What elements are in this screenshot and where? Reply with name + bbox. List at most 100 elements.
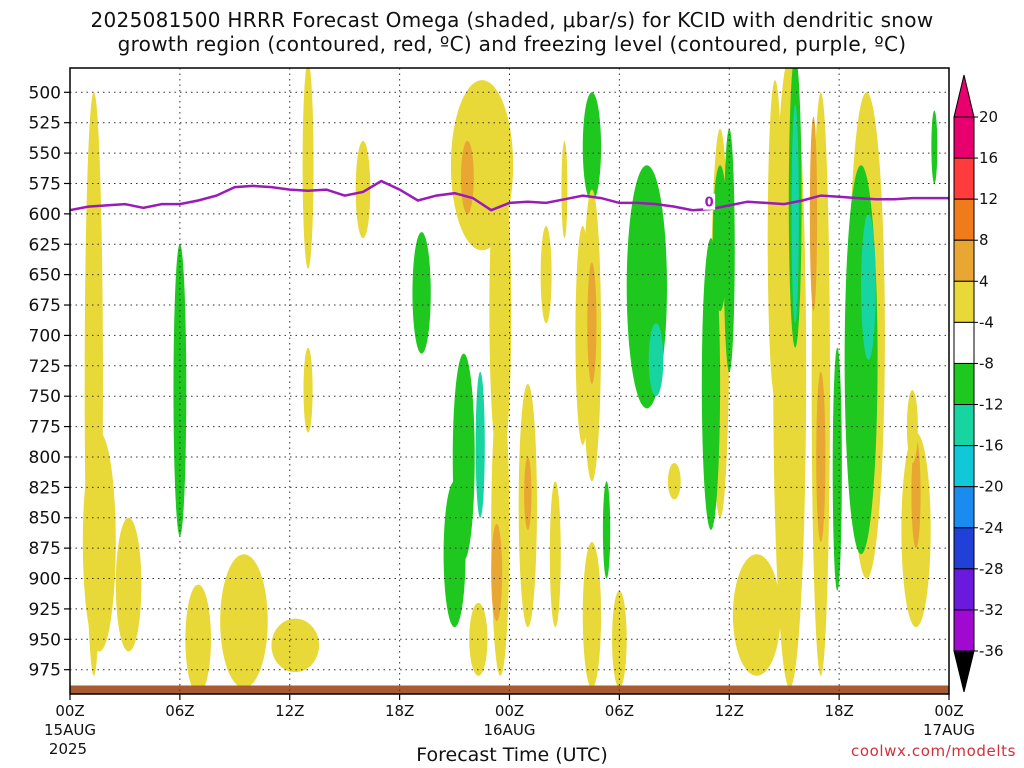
colorbar-bin-13 bbox=[953, 609, 975, 652]
omega-area-31 bbox=[612, 590, 627, 688]
colorbar-tick-label-5: -4 bbox=[979, 313, 994, 331]
omega-area-33 bbox=[648, 323, 664, 397]
omega-area-43 bbox=[791, 104, 799, 324]
y-tick-label-7: 675 bbox=[29, 296, 61, 316]
omega-area-39 bbox=[732, 554, 781, 676]
omega-area-17 bbox=[460, 140, 474, 214]
omega-area-47 bbox=[832, 347, 842, 591]
x-tick-date-8: 17AUG bbox=[923, 721, 975, 739]
colorbar-tick-label-4: 4 bbox=[979, 272, 989, 290]
y-tick-label-15: 875 bbox=[29, 539, 61, 559]
freezing-level-label: 0 bbox=[705, 196, 714, 211]
x-tick-label-8: 00Z bbox=[934, 702, 963, 720]
colorbar-tick-label-7: -12 bbox=[979, 396, 1004, 414]
colorbar-bin-4 bbox=[953, 239, 975, 282]
colorbar-bin-3 bbox=[953, 198, 975, 241]
colorbar-top-arrow bbox=[953, 74, 975, 118]
colorbar-bin-2 bbox=[953, 157, 975, 200]
omega-area-22 bbox=[540, 226, 552, 324]
colorbar-tick-label-11: -28 bbox=[979, 560, 1004, 578]
omega-area-8 bbox=[303, 347, 313, 433]
omega-area-14 bbox=[443, 481, 466, 628]
omega-area-23 bbox=[561, 140, 568, 239]
x-tick-label-0: 00Z bbox=[55, 702, 84, 720]
y-tick-label-0: 500 bbox=[29, 83, 61, 103]
freezing-level-contour: 0 bbox=[70, 179, 949, 212]
omega-area-7 bbox=[302, 68, 314, 269]
x-tick-date-4: 16AUG bbox=[484, 721, 536, 739]
omega-area-1 bbox=[82, 432, 116, 652]
colorbar-tick-label-6: -8 bbox=[979, 354, 994, 372]
freezing-level-line bbox=[70, 179, 949, 212]
omega-area-24 bbox=[549, 481, 561, 628]
y-tick-label-10: 750 bbox=[29, 387, 61, 407]
y-tick-label-16: 900 bbox=[29, 570, 61, 590]
omega-area-52 bbox=[911, 438, 921, 549]
omega-area-28 bbox=[587, 262, 597, 385]
x-tick-label-7: 18Z bbox=[824, 702, 853, 720]
omega-area-49 bbox=[844, 165, 878, 555]
y-tick-label-19: 975 bbox=[29, 661, 61, 681]
colorbar-tick-label-12: -32 bbox=[979, 601, 1004, 619]
x-tick-label-1: 06Z bbox=[165, 702, 194, 720]
omega-area-18 bbox=[491, 523, 503, 622]
x-tick-label-4: 00Z bbox=[495, 702, 524, 720]
omega-colorbar: 20 16 12 8 4 -4 -8 -12 -16 -20 -24 -28 -32 -36 bbox=[953, 74, 1004, 693]
omega-area-37 bbox=[701, 238, 721, 530]
colorbar-tick-label-2: 12 bbox=[979, 190, 998, 208]
y-tick-label-17: 925 bbox=[29, 600, 61, 620]
y-tick-label-8: 700 bbox=[29, 326, 61, 346]
omega-area-15 bbox=[489, 153, 512, 470]
omega-area-2 bbox=[115, 517, 142, 652]
y-tick-label-5: 625 bbox=[29, 235, 61, 255]
omega-area-21 bbox=[524, 456, 532, 530]
x-tick-label-3: 18Z bbox=[385, 702, 414, 720]
omega-area-29 bbox=[602, 481, 611, 579]
omega-area-13 bbox=[475, 371, 485, 518]
y-tick-label-9: 725 bbox=[29, 357, 61, 377]
omega-area-25 bbox=[582, 92, 602, 202]
y-tick-label-11: 775 bbox=[29, 418, 61, 438]
omega-area-4 bbox=[185, 584, 212, 694]
x-tick-year-0: 2025 bbox=[49, 740, 87, 758]
site-credit: coolwx.com/modelts bbox=[851, 742, 1016, 760]
y-tick-label-6: 650 bbox=[29, 266, 61, 286]
chart-title: 2025081500 HRRR Forecast Omega (shaded, … bbox=[0, 8, 1024, 56]
colorbar-tick-label-10: -24 bbox=[979, 519, 1004, 537]
colorbar-bin-7 bbox=[953, 362, 975, 406]
omega-area-30 bbox=[582, 542, 602, 688]
colorbar-bin-6 bbox=[953, 321, 975, 364]
colorbar-bin-8 bbox=[953, 404, 975, 447]
colorbar-tick-label-8: -16 bbox=[979, 437, 1004, 455]
y-axis-ticks: 500 525 550 575 600 625 650 675 700 725 750 775 800 8… bbox=[29, 83, 70, 681]
y-tick-label-12: 800 bbox=[29, 448, 61, 468]
colorbar-bin-12 bbox=[953, 568, 975, 611]
grid-lines bbox=[70, 68, 949, 694]
y-tick-label-4: 600 bbox=[29, 205, 61, 225]
colorbar-bin-9 bbox=[953, 445, 975, 488]
omega-area-5 bbox=[220, 554, 268, 688]
omega-area-6 bbox=[271, 618, 320, 673]
omega-area-3 bbox=[173, 244, 187, 536]
y-tick-label-18: 950 bbox=[29, 630, 61, 650]
title-line-2: growth region (contoured, red, ºC) and f… bbox=[117, 32, 907, 56]
colorbar-bin-1 bbox=[953, 116, 975, 159]
y-tick-label-3: 575 bbox=[29, 174, 61, 194]
x-tick-label-5: 06Z bbox=[605, 702, 634, 720]
colorbar-tick-label-13: -36 bbox=[979, 642, 1004, 660]
omega-area-50 bbox=[861, 213, 876, 360]
omega-area-9 bbox=[355, 140, 371, 239]
omega-area-16 bbox=[491, 384, 510, 676]
colorbar-bin-10 bbox=[953, 486, 975, 529]
omega-area-34 bbox=[667, 463, 681, 500]
colorbar-bin-11 bbox=[953, 527, 975, 570]
colorbar-bin-5 bbox=[953, 280, 975, 323]
y-tick-label-2: 550 bbox=[29, 144, 61, 164]
y-tick-label-14: 850 bbox=[29, 509, 61, 529]
freezing-label-bg bbox=[703, 193, 716, 210]
colorbar-tick-label-9: -20 bbox=[979, 478, 1004, 496]
x-tick-label-2: 12Z bbox=[275, 702, 304, 720]
colorbar-tick-label-1: 16 bbox=[979, 149, 998, 167]
colorbar-bottom-arrow bbox=[953, 650, 975, 693]
